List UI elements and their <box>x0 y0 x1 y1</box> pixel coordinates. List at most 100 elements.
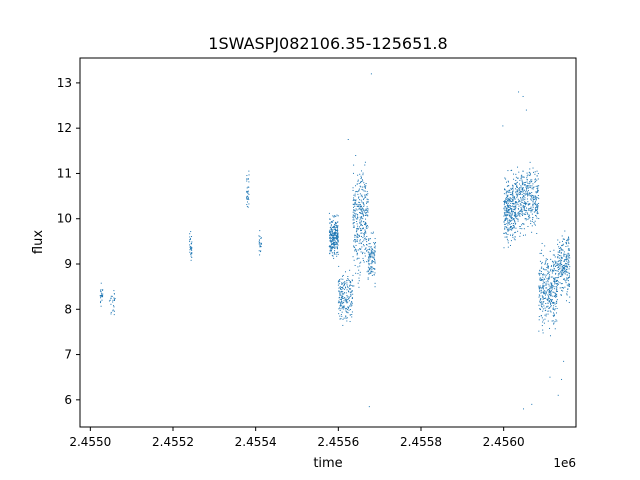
data-point <box>547 310 549 312</box>
data-point <box>339 315 341 317</box>
data-point <box>336 234 338 236</box>
data-point <box>336 236 338 238</box>
data-point <box>528 209 530 211</box>
data-point <box>503 215 505 217</box>
data-point <box>331 248 333 250</box>
data-point <box>349 291 351 293</box>
data-point <box>337 240 339 242</box>
data-point <box>337 225 339 227</box>
data-point <box>522 181 524 183</box>
data-point <box>507 194 509 196</box>
data-point <box>513 222 515 224</box>
data-point <box>527 182 529 184</box>
data-point <box>553 249 555 251</box>
data-point <box>514 219 516 221</box>
data-point <box>504 214 506 216</box>
data-point <box>361 220 363 222</box>
data-point <box>544 269 546 271</box>
data-point <box>568 283 570 285</box>
data-point <box>566 239 568 241</box>
data-point <box>505 206 507 208</box>
data-point <box>357 179 359 181</box>
data-point <box>538 288 540 290</box>
data-point <box>512 199 514 201</box>
data-point <box>537 207 539 209</box>
data-point <box>352 211 354 213</box>
data-point <box>529 192 531 194</box>
data-point <box>345 300 347 302</box>
data-point <box>342 274 344 276</box>
data-point <box>366 201 368 203</box>
data-point <box>363 186 365 188</box>
data-point <box>363 198 365 200</box>
data-point <box>505 223 507 225</box>
data-point <box>259 230 261 232</box>
data-point <box>338 283 340 285</box>
data-point <box>332 238 334 240</box>
data-point <box>535 191 537 193</box>
data-point <box>329 218 331 220</box>
data-point <box>336 248 338 250</box>
data-point <box>553 305 555 307</box>
data-point <box>561 260 563 262</box>
data-point <box>354 200 356 202</box>
data-point <box>334 233 336 235</box>
data-point <box>370 252 372 254</box>
data-point <box>520 209 522 211</box>
data-point <box>352 203 354 205</box>
data-point <box>363 204 365 206</box>
data-point <box>113 299 115 301</box>
data-point <box>336 247 338 249</box>
data-point <box>189 241 191 243</box>
data-point <box>329 234 331 236</box>
data-point <box>514 223 516 225</box>
data-point <box>346 311 348 313</box>
data-point <box>559 260 561 262</box>
data-point <box>510 216 512 218</box>
data-point <box>523 195 525 197</box>
data-point <box>335 216 337 218</box>
data-point <box>505 219 507 221</box>
data-point <box>536 211 538 213</box>
data-point <box>336 242 338 244</box>
data-point <box>352 216 354 218</box>
data-point <box>353 194 355 196</box>
data-point <box>359 205 361 207</box>
data-point <box>353 210 355 212</box>
data-point <box>341 283 343 285</box>
data-point <box>514 209 516 211</box>
data-point <box>561 283 563 285</box>
data-point <box>343 305 345 307</box>
data-point <box>372 231 374 233</box>
data-point <box>516 215 518 217</box>
data-point <box>510 240 512 242</box>
data-point <box>536 208 538 210</box>
data-point <box>520 191 522 193</box>
data-point <box>343 300 345 302</box>
data-point <box>365 196 367 198</box>
data-point <box>513 218 515 220</box>
data-point <box>560 256 562 258</box>
data-point <box>542 280 544 282</box>
data-point <box>510 217 512 219</box>
data-point <box>539 301 541 303</box>
data-point <box>547 267 549 269</box>
data-point <box>332 220 334 222</box>
data-point <box>361 188 363 190</box>
data-point <box>505 218 507 220</box>
data-point <box>363 233 365 235</box>
data-point <box>351 304 353 306</box>
data-point <box>512 206 514 208</box>
data-point <box>360 230 362 232</box>
data-point <box>562 244 564 246</box>
data-point <box>350 281 352 283</box>
data-point <box>509 219 511 221</box>
data-point <box>336 238 338 240</box>
data-point <box>507 185 509 187</box>
data-point <box>351 302 353 304</box>
data-point <box>538 286 540 288</box>
data-point <box>563 251 565 253</box>
data-point <box>559 268 561 270</box>
data-point <box>371 274 373 276</box>
data-point <box>331 241 333 243</box>
